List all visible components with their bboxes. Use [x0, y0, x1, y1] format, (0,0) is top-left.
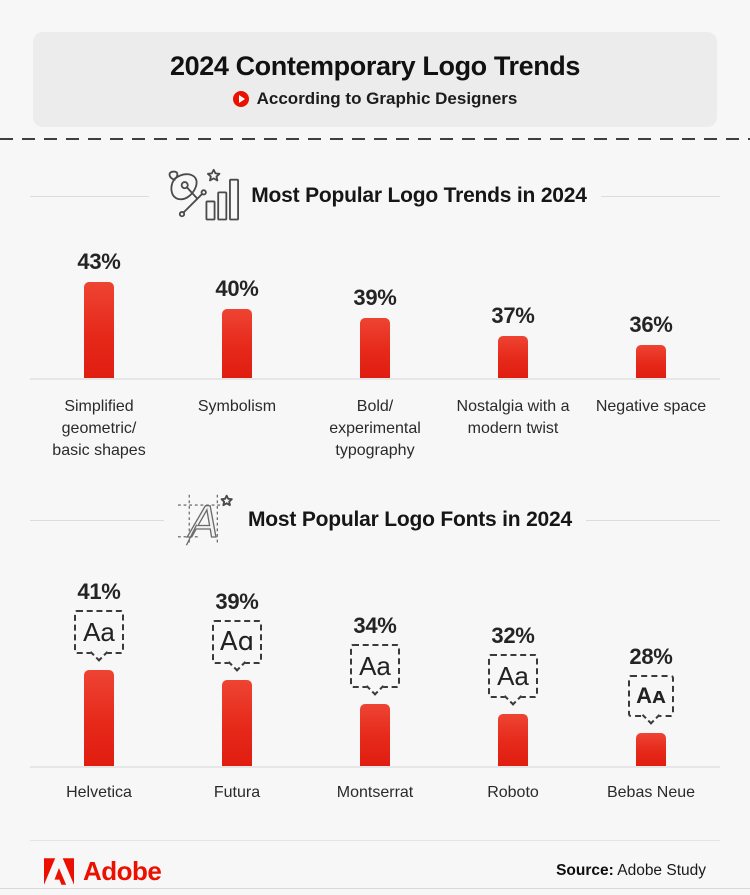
section-header-fonts: A Most Popular Logo Fonts in 2024: [30, 488, 720, 552]
bar: [636, 733, 666, 766]
category-label: Simplified geometric/ basic shapes: [52, 398, 146, 459]
category-label: Bold/ experimental typography: [329, 398, 421, 459]
bar: [222, 680, 252, 766]
subtitle-row: According to Graphic Designers: [232, 88, 518, 109]
play-circle-icon: [232, 90, 249, 107]
font-sample-text: Aa: [359, 651, 391, 681]
bar-column: 34% Aa: [306, 558, 444, 766]
page-title: 2024 Contemporary Logo Trends: [170, 50, 580, 81]
bar-value-label: 37%: [491, 303, 535, 328]
divider-line: [30, 519, 164, 521]
bar-column: 39% Aɑ: [168, 558, 306, 766]
divider-line: [586, 519, 720, 521]
category-label: Roboto: [487, 784, 539, 801]
bar-value-label: 43%: [77, 249, 121, 274]
bar-value-label: 36%: [629, 312, 673, 337]
bar-column: 40%: [168, 234, 306, 378]
bar-column: 28% Aᴀ: [582, 558, 720, 766]
category-label: Bebas Neue: [606, 784, 696, 801]
letter-a-guides-star-icon: A: [178, 494, 233, 548]
bar-value-label: 34%: [353, 613, 397, 638]
font-sample-text: Aɑ: [219, 627, 255, 657]
source-value: Adobe Study: [617, 862, 706, 879]
category-label: Nostalgia with a modern twist: [456, 398, 570, 437]
category-label: Symbolism: [197, 398, 277, 415]
bar-value-label: 40%: [215, 276, 259, 301]
trends-bar-chart: 43% 40% 39% 37% 36%: [30, 234, 720, 380]
font-sample-bubble: Aa: [488, 654, 538, 698]
font-sample-bubble: Aa: [74, 610, 124, 654]
font-sample-text: Aa: [497, 661, 529, 691]
svg-text:A: A: [186, 498, 218, 548]
divider-line: [30, 195, 150, 197]
section-title-trends: Most Popular Logo Trends in 2024: [251, 184, 587, 207]
bar: [498, 336, 528, 378]
bar: [84, 282, 114, 378]
bar-value-label: 28%: [629, 644, 673, 669]
brand-logo: Adobe: [44, 855, 162, 887]
category-label: Negative space: [595, 398, 707, 415]
font-sample-bubble: Aɑ: [212, 620, 262, 664]
font-sample-text: Aa: [83, 617, 115, 647]
bar-value-label: 39%: [353, 285, 397, 310]
bottom-divider: [0, 888, 750, 889]
fonts-bar-chart: 41% Aa 39% Aɑ 34% Aa 32% Aa: [30, 558, 720, 768]
bar: [360, 318, 390, 378]
bar: [498, 714, 528, 766]
footer: Adobe Source: Adobe Study: [30, 840, 720, 888]
bar-column: 32% Aa: [444, 558, 582, 766]
bar-value-label: 32%: [491, 623, 535, 648]
bar-column: 37%: [444, 234, 582, 378]
fonts-category-labels: Helvetica Futura Montserrat Roboto Bebas…: [30, 768, 720, 804]
bar: [222, 309, 252, 378]
font-sample-bubble: Aᴀ: [628, 675, 674, 717]
bar: [636, 345, 666, 378]
bar-column: 36%: [582, 234, 720, 378]
dashed-divider: [0, 138, 750, 140]
font-sample-bubble: Aa: [350, 644, 400, 688]
trends-category-labels: Simplified geometric/ basic shapes Symbo…: [30, 380, 720, 462]
bar-value-label: 39%: [215, 589, 259, 614]
bar-column: 39%: [306, 234, 444, 378]
bar: [84, 670, 114, 766]
bar-value-label: 41%: [77, 579, 121, 604]
category-label: Montserrat: [336, 784, 414, 801]
section-title-fonts: Most Popular Logo Fonts in 2024: [248, 508, 572, 531]
font-sample-text: Aᴀ: [636, 683, 666, 708]
brand-name: Adobe: [83, 855, 162, 886]
category-label: Futura: [213, 784, 261, 801]
section-header-trends: Most Popular Logo Trends in 2024: [30, 164, 720, 228]
bar-column: 43%: [30, 234, 168, 378]
category-label: Helvetica: [66, 784, 132, 801]
adobe-a-logo-icon: [44, 857, 74, 885]
divider-line: [600, 195, 720, 197]
source-label: Source:: [556, 862, 614, 879]
pen-nib-bar-chart-icon: [168, 168, 240, 221]
bar-column: 41% Aa: [30, 558, 168, 766]
source-credit: Source: Adobe Study: [556, 862, 706, 880]
header-card: 2024 Contemporary Logo Trends According …: [33, 32, 717, 127]
page-subtitle: According to Graphic Designers: [256, 88, 518, 108]
bar: [360, 704, 390, 766]
